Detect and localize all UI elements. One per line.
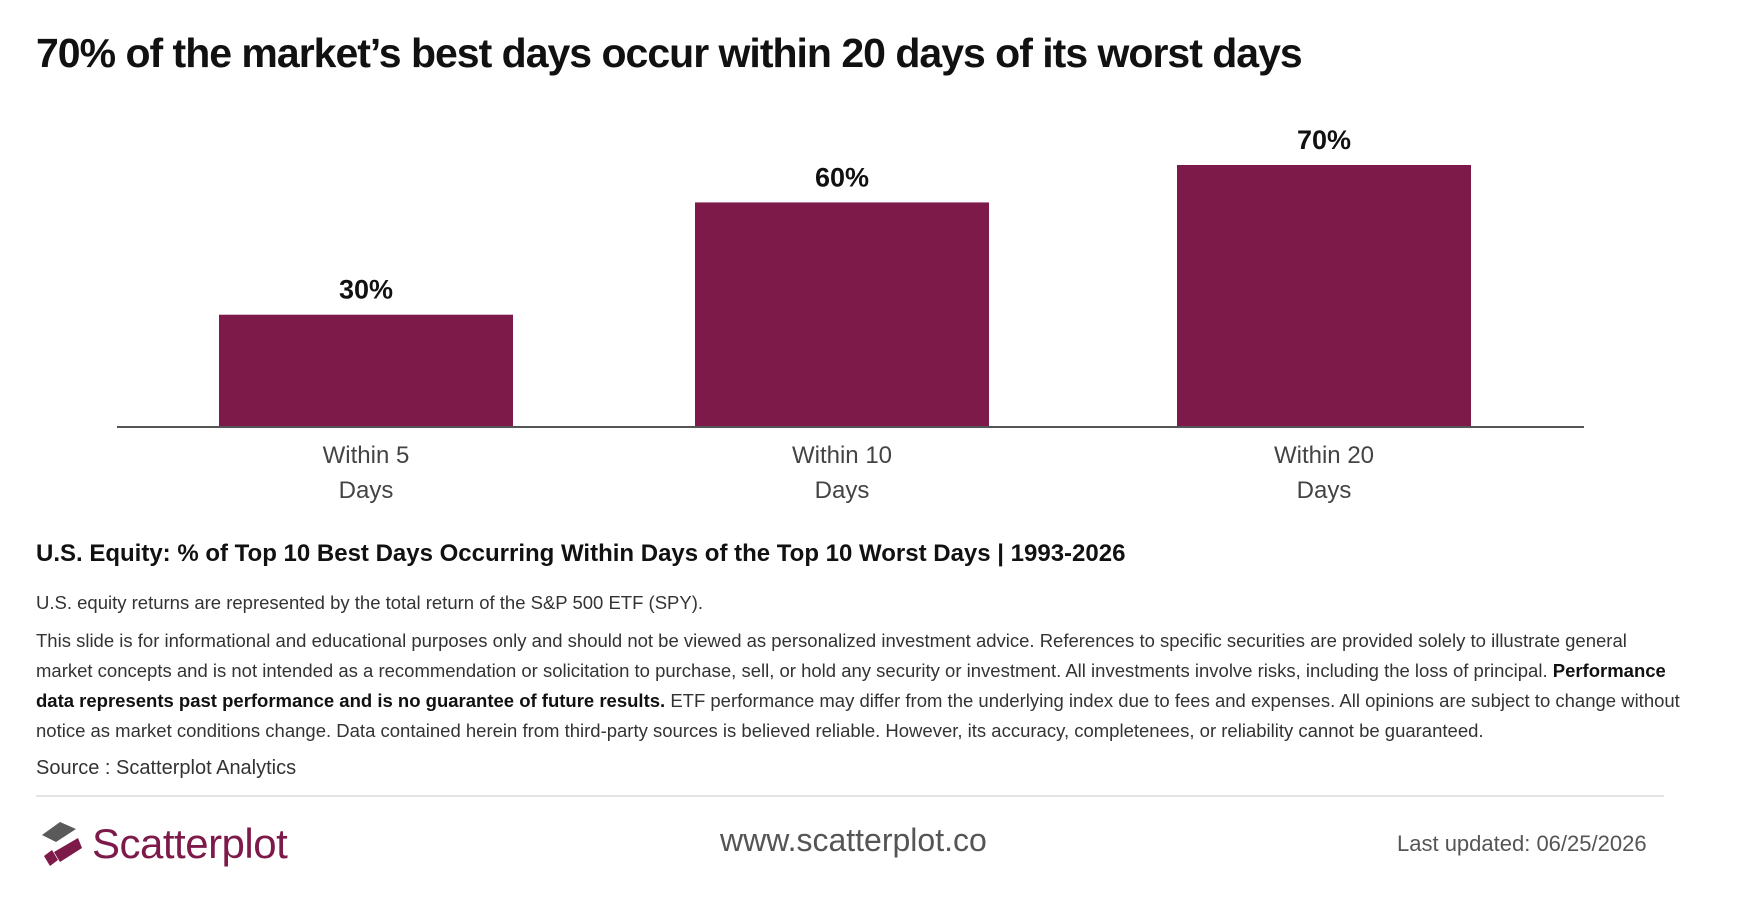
methodology-note: U.S. equity returns are represented by t… xyxy=(36,592,704,613)
x-tick-label-2-line-2: Days xyxy=(815,477,870,504)
bar-chart: 30% Within 5 Days 60% Within 10 Days 70% Within… xyxy=(117,125,1584,504)
source-line: Source : Scatterplot Analytics xyxy=(36,757,297,779)
chart-subtitle: U.S. Equity: % of Top 10 Best Days Occur… xyxy=(36,540,1126,567)
website-url: www.scatterplot.co xyxy=(720,822,987,858)
last-updated: Last updated: 06/25/2026 xyxy=(1397,831,1647,856)
logo: Scatterplot xyxy=(40,818,288,870)
bar-2 xyxy=(695,202,989,427)
x-tick-label-1-line-1: Within 5 xyxy=(323,442,410,469)
data-label-1: 30% xyxy=(339,275,393,305)
x-tick-label-2-line-1: Within 10 xyxy=(792,442,892,469)
x-tick-label-1-line-2: Days xyxy=(339,477,394,504)
x-tick-label-3-line-2: Days xyxy=(1297,477,1352,504)
x-tick-label-3-line-1: Within 20 xyxy=(1274,442,1374,469)
logo-text: Scatterplot xyxy=(92,820,288,867)
disclaimer-bold-text: Performance data represents past perform… xyxy=(36,660,1666,711)
bar-1 xyxy=(219,314,513,427)
data-label-2: 60% xyxy=(815,162,869,192)
footer-divider xyxy=(36,795,1664,797)
disclaimer: This slide is for informational and educ… xyxy=(36,626,1686,746)
disclaimer-text-1: This slide is for informational and educ… xyxy=(36,630,1627,681)
disclaimer-text-2: ETF performance may differ from the unde… xyxy=(36,690,1680,741)
chart-title: 70% of the market’s best days occur with… xyxy=(36,30,1303,76)
data-label-3: 70% xyxy=(1297,125,1351,155)
bar-3 xyxy=(1177,165,1471,427)
scatterplot-logo-icon xyxy=(42,822,82,866)
